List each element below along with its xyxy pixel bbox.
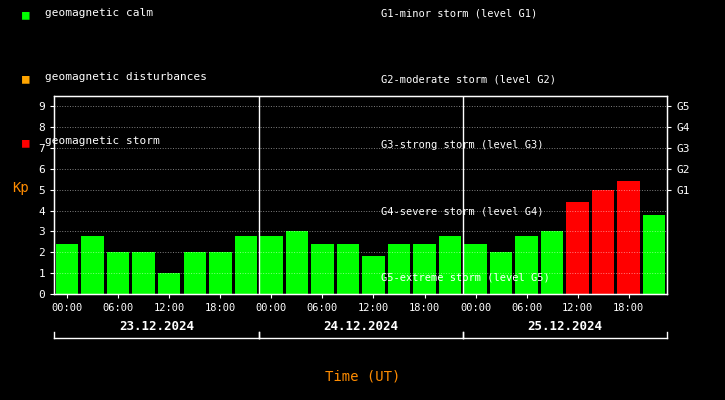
Bar — [592, 190, 614, 294]
Text: G4-severe storm (level G4): G4-severe storm (level G4) — [381, 206, 543, 216]
Text: G3-strong storm (level G3): G3-strong storm (level G3) — [381, 140, 543, 150]
Text: G5-extreme storm (level G5): G5-extreme storm (level G5) — [381, 272, 550, 282]
Text: 23.12.2024: 23.12.2024 — [119, 320, 194, 333]
Text: geomagnetic storm: geomagnetic storm — [45, 136, 160, 146]
Bar — [490, 252, 513, 294]
Bar — [260, 236, 283, 294]
Bar — [183, 252, 206, 294]
Bar — [413, 244, 436, 294]
Bar — [541, 232, 563, 294]
Bar — [235, 236, 257, 294]
Bar — [311, 244, 334, 294]
Bar — [439, 236, 461, 294]
Text: geomagnetic calm: geomagnetic calm — [45, 8, 153, 18]
Bar — [81, 236, 104, 294]
Bar — [566, 202, 589, 294]
Text: ■: ■ — [22, 8, 29, 21]
Bar — [158, 273, 181, 294]
Bar — [464, 244, 486, 294]
Y-axis label: Kp: Kp — [12, 181, 29, 195]
Text: ■: ■ — [22, 72, 29, 85]
Text: 24.12.2024: 24.12.2024 — [323, 320, 398, 333]
Bar — [209, 252, 231, 294]
Bar — [515, 236, 538, 294]
Bar — [133, 252, 155, 294]
Bar — [362, 256, 385, 294]
Text: geomagnetic disturbances: geomagnetic disturbances — [45, 72, 207, 82]
Bar — [388, 244, 410, 294]
Bar — [286, 232, 308, 294]
Text: ■: ■ — [22, 136, 29, 149]
Bar — [107, 252, 130, 294]
Bar — [643, 215, 666, 294]
Text: Time (UT): Time (UT) — [325, 370, 400, 384]
Bar — [618, 182, 640, 294]
Bar — [56, 244, 78, 294]
Text: 25.12.2024: 25.12.2024 — [527, 320, 602, 333]
Text: G1-minor storm (level G1): G1-minor storm (level G1) — [381, 8, 537, 18]
Text: G2-moderate storm (level G2): G2-moderate storm (level G2) — [381, 74, 555, 84]
Bar — [336, 244, 359, 294]
